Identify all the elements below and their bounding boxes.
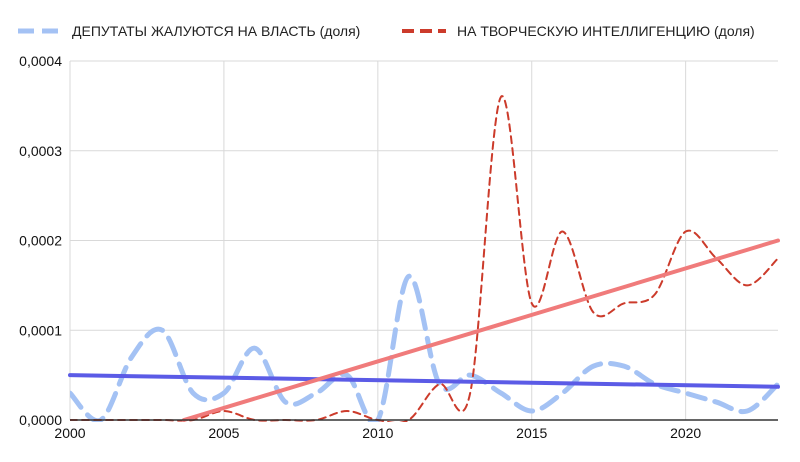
x-tick-label: 2010	[362, 425, 393, 441]
y-tick-label: 0,0000	[19, 412, 62, 428]
legend-label-series-2: НА ТВОРЧЕСКУЮ ИНТЕЛЛИГЕНЦИЮ (доля)	[457, 23, 755, 39]
y-tick-label: 0,0001	[19, 322, 62, 338]
legend: ДЕПУТАТЫ ЖАЛУЮТСЯ НА ВЛАСТЬ (доля) НА ТВ…	[18, 23, 755, 39]
legend-label-series-1: ДЕПУТАТЫ ЖАЛУЮТСЯ НА ВЛАСТЬ (доля)	[72, 23, 360, 39]
trendline-2	[181, 238, 780, 422]
series-line-1	[70, 273, 781, 422]
x-tick-label: 2005	[208, 425, 239, 441]
y-tick-label: 0,0003	[19, 143, 62, 159]
x-tick-label: 2000	[54, 425, 85, 441]
x-tick-label: 2015	[516, 425, 547, 441]
x-tick-label: 2020	[670, 425, 701, 441]
axes: 0,0000 0,0001 0,0002 0,0003 0,0004 2000 2005 20…	[19, 53, 778, 441]
trendline-layer	[68, 238, 780, 422]
y-tick-label: 0,0004	[19, 53, 62, 69]
trendline-1	[68, 373, 780, 389]
series-layer	[70, 95, 781, 422]
series-line-2	[70, 95, 779, 422]
grid	[69, 60, 778, 421]
y-tick-label: 0,0002	[19, 233, 62, 249]
